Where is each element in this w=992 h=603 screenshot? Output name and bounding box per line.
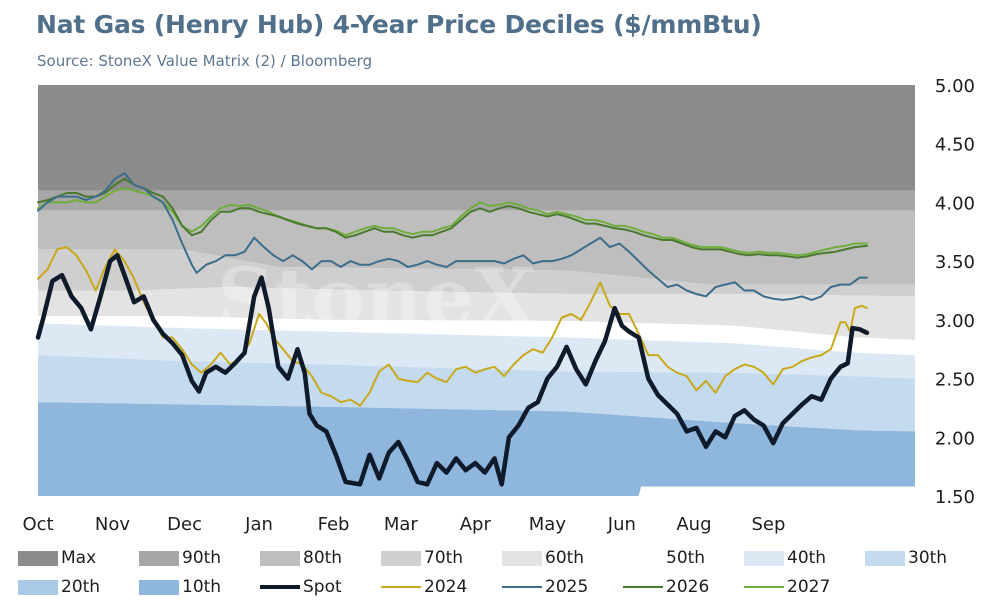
legend-label: Spot: [303, 577, 342, 597]
band-80th: [38, 210, 915, 285]
legend-label: 80th: [303, 548, 343, 568]
legend-line: [260, 585, 300, 589]
y-tick-label: 4.50: [935, 135, 975, 156]
legend-item-60th: 60th: [502, 548, 584, 568]
legend-label: 10th: [182, 577, 222, 597]
legend-label: 60th: [545, 548, 585, 568]
x-tick-label: Nov: [95, 514, 130, 535]
x-tick-label: Jun: [607, 514, 636, 535]
series-line-2025: [37, 172, 868, 301]
chart-subtitle: Source: StoneX Value Matrix (2) / Bloomb…: [37, 52, 373, 70]
x-tick-label: Aug: [676, 514, 711, 535]
legend-item-spot: Spot: [260, 577, 342, 597]
y-tick-label: 2.50: [935, 370, 975, 391]
band-10th: [38, 402, 915, 496]
legend-label: 50th: [666, 548, 706, 568]
band-floor: [38, 486, 915, 496]
legend-item-50th: 50th: [623, 548, 705, 568]
legend-swatch: [865, 550, 905, 566]
y-tick-label: 3.00: [935, 311, 975, 332]
legend-swatch: [744, 550, 784, 566]
legend-label: 2024: [424, 577, 468, 597]
legend-item-40th: 40th: [744, 548, 826, 568]
legend-swatch: [381, 550, 421, 566]
legend-swatch: [260, 550, 300, 566]
y-tick-label: 2.00: [935, 428, 975, 449]
x-tick-label: Dec: [167, 514, 202, 535]
band-90th: [38, 190, 915, 211]
decile-bands: [38, 85, 915, 496]
legend-item-2025: 2025: [502, 577, 588, 597]
legend-swatch: [18, 550, 58, 566]
legend-item-10th: 10th: [139, 577, 221, 597]
legend-label: 70th: [424, 548, 464, 568]
legend-line: [623, 586, 663, 588]
legend-item-max: Max: [18, 548, 96, 568]
legend-item-30th: 30th: [865, 548, 947, 568]
x-tick-label: Mar: [384, 514, 419, 535]
legend-swatch: [502, 550, 542, 566]
legend-label: 90th: [182, 548, 222, 568]
legend-swatch: [18, 579, 58, 595]
decile-chart: StoneX1.502.002.503.003.504.004.505.00Oc…: [22, 76, 975, 535]
series-line-2027: [37, 187, 868, 257]
x-tick-label: Apr: [460, 514, 492, 535]
legend-item-90th: 90th: [139, 548, 221, 568]
legend-label: Max: [61, 548, 97, 568]
x-tick-label: Sep: [751, 514, 785, 535]
band-max: [38, 85, 915, 191]
series-line-2024: [37, 246, 868, 407]
series-line-2026: [37, 177, 868, 259]
legend-label: 30th: [908, 548, 948, 568]
legend-item-70th: 70th: [381, 548, 463, 568]
x-tick-label: Feb: [318, 514, 350, 535]
y-tick-label: 3.50: [935, 252, 975, 273]
legend-line: [502, 586, 542, 588]
legend-item-80th: 80th: [260, 548, 342, 568]
legend-label: 2026: [666, 577, 710, 597]
chart-title: Nat Gas (Henry Hub) 4-Year Price Deciles…: [36, 10, 762, 39]
legend-swatch: [139, 550, 179, 566]
y-tick-label: 1.50: [935, 487, 975, 508]
y-tick-label: 4.00: [935, 193, 975, 214]
y-tick-label: 5.00: [935, 76, 975, 97]
legend-swatch: [623, 550, 663, 566]
legend-label: 40th: [787, 548, 827, 568]
series-line-spot: [35, 253, 870, 487]
band-30th: [38, 355, 915, 432]
legend-swatch: [139, 579, 179, 595]
legend-label: 2025: [545, 577, 589, 597]
x-tick-label: Jan: [244, 514, 273, 535]
legend-label: 2027: [787, 577, 831, 597]
band-40th: [38, 323, 915, 379]
legend-item-2024: 2024: [381, 577, 467, 597]
legend-item-20th: 20th: [18, 577, 100, 597]
band-60th: [38, 287, 915, 340]
legend-item-2027: 2027: [744, 577, 830, 597]
legend-label: 20th: [61, 577, 101, 597]
legend-item-2026: 2026: [623, 577, 709, 597]
legend-line: [381, 586, 421, 588]
band-50th: [38, 316, 915, 356]
x-tick-label: May: [529, 514, 567, 535]
legend-line: [744, 586, 784, 588]
x-tick-label: Oct: [22, 514, 53, 535]
